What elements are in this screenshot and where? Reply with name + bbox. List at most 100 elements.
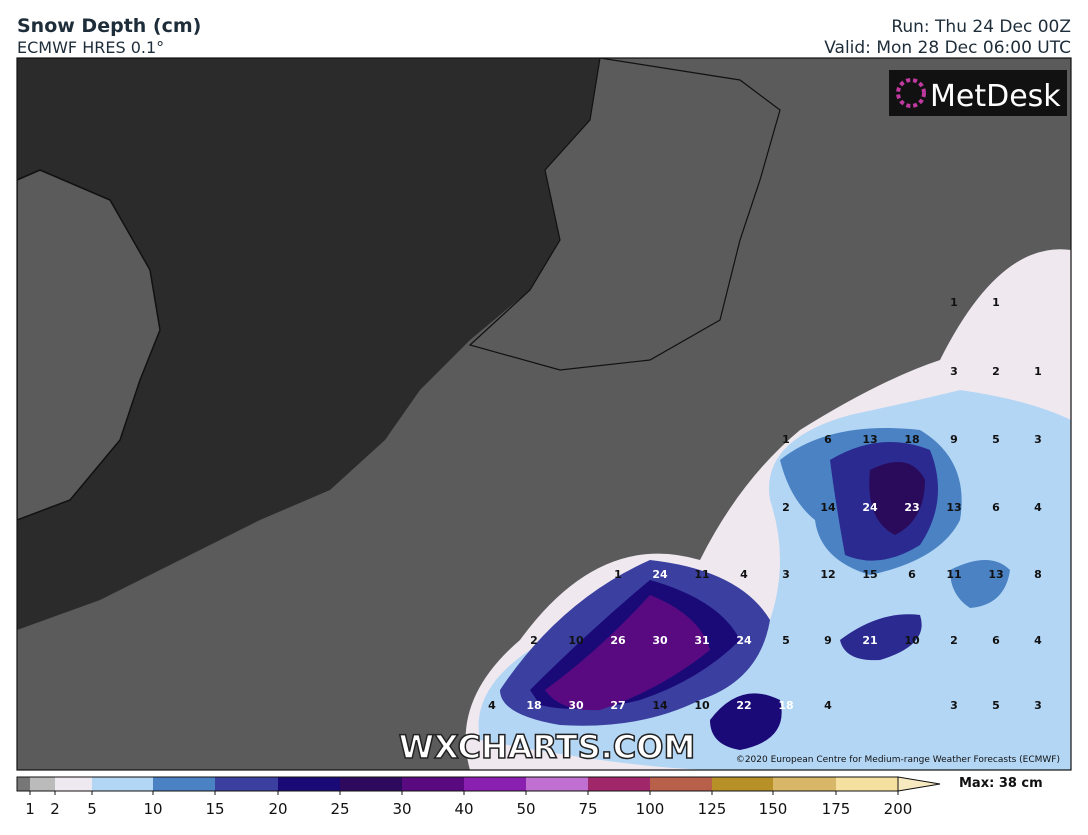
colorbar-tick-label: 40 (454, 800, 473, 818)
colorbar-tick-label: 125 (698, 800, 727, 818)
colorbar-segment (526, 777, 588, 791)
grid-label: 14 (820, 501, 836, 514)
colorbar-tick-label: 25 (330, 800, 349, 818)
colorbar-segment (92, 777, 153, 791)
grid-label: 10 (568, 634, 584, 647)
grid-label: 9 (950, 433, 958, 446)
colorbar-tick-label: 75 (578, 800, 597, 818)
colorbar-tick-label: 10 (143, 800, 162, 818)
grid-label: 21 (862, 634, 877, 647)
grid-label: 6 (992, 634, 1000, 647)
grid-label: 15 (862, 568, 877, 581)
colorbar-frame (16, 776, 899, 792)
grid-label: 8 (1034, 568, 1042, 581)
grid-label: 4 (740, 568, 748, 581)
grid-label: 1 (614, 568, 622, 581)
grid-label: 27 (610, 699, 625, 712)
watermark: WXCHARTS.COM (399, 728, 696, 766)
grid-label: 14 (652, 699, 668, 712)
sea (17, 58, 600, 630)
grid-label: 4 (1034, 501, 1042, 514)
colorbar-tick-label: 1 (25, 800, 35, 818)
logo-box (889, 70, 1067, 116)
grid-label: 13 (946, 501, 961, 514)
logo-text: MetDesk (930, 79, 1061, 114)
grid-label: 9 (824, 634, 832, 647)
colorbar-segment (836, 777, 898, 791)
colorbar-tick-label: 15 (205, 800, 224, 818)
grid-label: 22 (736, 699, 751, 712)
snow-20cm-c (710, 693, 782, 750)
run-time: Run: Thu 24 Dec 00Z (891, 17, 1071, 37)
grid-label: 24 (652, 568, 668, 581)
max-label: Max: 38 cm (959, 776, 1043, 791)
grid-label: 3 (950, 365, 958, 378)
colorbar-tick-label: 150 (759, 800, 788, 818)
grid-label: 13 (988, 568, 1003, 581)
grid-label: 10 (904, 634, 920, 647)
colorbar-segment (340, 777, 402, 791)
colorbar-tick-label: 175 (822, 800, 851, 818)
grid-label: 1 (992, 296, 1000, 309)
netherlands (468, 58, 781, 371)
grid-label: 3 (782, 568, 790, 581)
credit: ©2020 European Centre for Medium-range W… (736, 755, 1060, 765)
grid-label: 31 (694, 634, 709, 647)
colorbar-tick-label: 100 (636, 800, 665, 818)
colorbar-segment (588, 777, 650, 791)
grid-label: 3 (1034, 433, 1042, 446)
grid-label: 13 (862, 433, 877, 446)
colorbar-segment (17, 777, 30, 791)
grid-label: 6 (824, 433, 832, 446)
grid-labels: 1 13 2 11 6 13 18 9 5 32 14 24 23 13 6 41 24 11 4 3 12 15 6 11 1… (488, 296, 1042, 712)
grid-label: 5 (992, 699, 1000, 712)
grid-label: 6 (992, 501, 1000, 514)
logo-icon (896, 78, 926, 108)
grid-label: 2 (530, 634, 538, 647)
snow-30cm-b (545, 595, 710, 711)
colorbar-segment (153, 777, 215, 791)
grid-label: 4 (824, 699, 832, 712)
map-area: MetDesk WXCHARTS.COM ©2020 European Cent… (17, 58, 1071, 770)
grid-label: 5 (782, 634, 790, 647)
grid-label: 11 (946, 568, 961, 581)
subtitle: ECMWF HRES 0.1° (17, 38, 164, 57)
colorbar-segment (712, 777, 773, 791)
colorbar-segment (402, 777, 464, 791)
grid-label: 11 (694, 568, 709, 581)
snow-15cm-d (840, 614, 922, 661)
title: Snow Depth (cm) (17, 15, 201, 37)
snow-25cm-a (869, 462, 925, 535)
colorbar-segment (215, 777, 278, 791)
grid-label: 24 (862, 501, 878, 514)
grid-label: 5 (992, 433, 1000, 446)
grid-label: 18 (778, 699, 793, 712)
colorbar-tick-label: 50 (516, 800, 535, 818)
grid-label: 30 (652, 634, 668, 647)
map-frame (16, 57, 1072, 771)
grid-label: 18 (526, 699, 541, 712)
grid-label: 3 (1034, 699, 1042, 712)
valid-time: Valid: Mon 28 Dec 06:00 UTC (824, 38, 1071, 58)
colorbar-arrow (897, 776, 941, 792)
snow-10cm-e (950, 560, 1010, 608)
colorbar-tick-label: 5 (87, 800, 97, 818)
colorbar-segment (773, 777, 836, 791)
colorbar-segment (464, 777, 526, 791)
grid-label: 12 (820, 568, 835, 581)
grid-label: 2 (992, 365, 1000, 378)
england (17, 169, 161, 521)
colorbar-tick-label: 30 (392, 800, 411, 818)
grid-label: 23 (904, 501, 919, 514)
colorbar-segment (30, 777, 55, 791)
grid-label: 10 (694, 699, 710, 712)
grid-label: 4 (1034, 634, 1042, 647)
colorbar-segment (278, 777, 340, 791)
grid-label: 18 (904, 433, 919, 446)
grid-label: 24 (736, 634, 752, 647)
colorbar-tick-label: 2 (50, 800, 60, 818)
grid-label: 26 (610, 634, 626, 647)
grid-label: 6 (908, 568, 916, 581)
grid-label: 2 (782, 501, 790, 514)
